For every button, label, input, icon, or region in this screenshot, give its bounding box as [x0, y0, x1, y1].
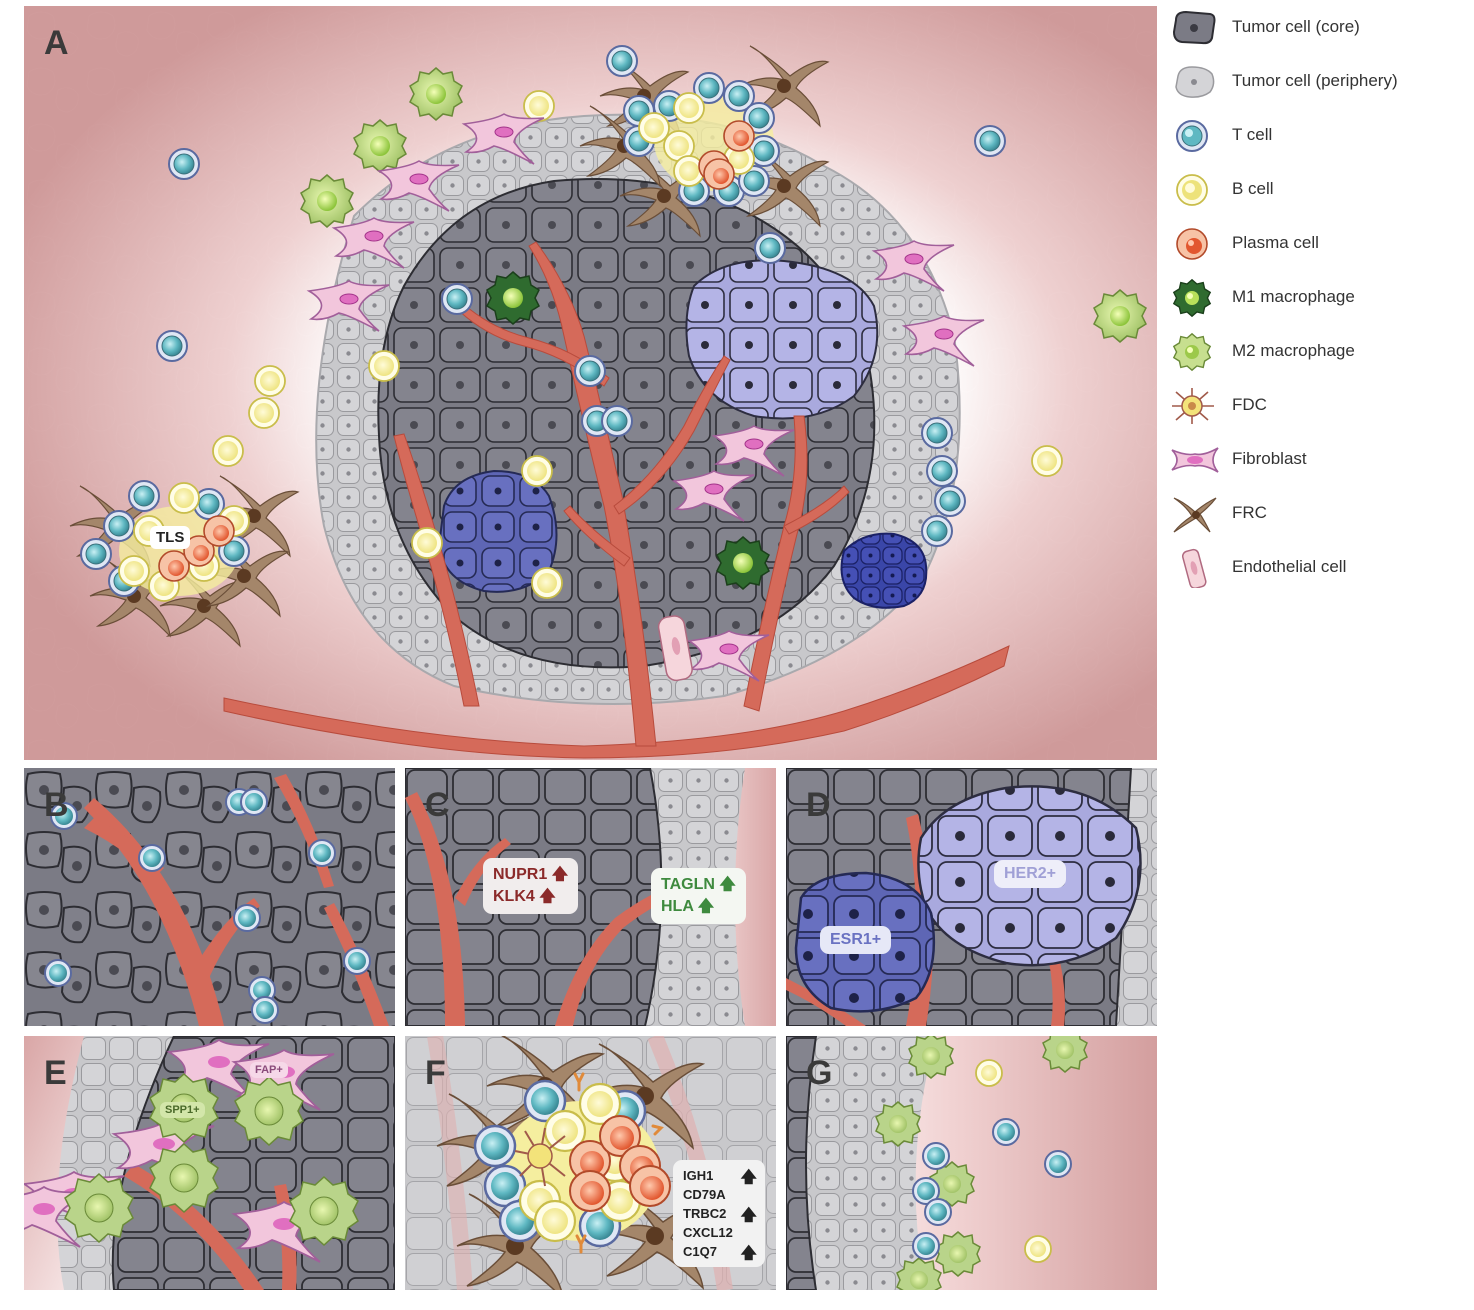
panel-e-label: E [44, 1054, 67, 1092]
legend-item-endothelial-cell: Endothelial cell [1170, 548, 1470, 588]
panel-a-label: A [44, 24, 69, 62]
periphery-gene-callout: TAGLN 🡅 HLA 🡅 [651, 868, 746, 924]
immune-gene-callout: IGH1 CD79A TRBC2 CXCL12 C1Q7 🡅 🡅 🡅 [673, 1160, 765, 1267]
panel-f: F IGH1 CD79A TRBC2 CXCL12 C1Q7 🡅 🡅 🡅 [405, 1036, 776, 1290]
panel-g: G [786, 1036, 1157, 1290]
legend-item-tumor-periphery: Tumor cell (periphery) [1170, 62, 1470, 102]
immune-gene-label: TRBC2 [683, 1206, 727, 1221]
legend-label: FDC [1232, 395, 1267, 414]
tls-label: TLS [150, 526, 191, 549]
legend-item-frc: FRC [1170, 494, 1470, 534]
legend-item-t-cell: T cell [1170, 116, 1470, 156]
m1-macrophage-icon [1172, 278, 1212, 318]
legend-label: M1 macrophage [1232, 287, 1355, 306]
legend-label: T cell [1232, 125, 1273, 144]
panel-b-label: B [44, 786, 69, 824]
legend-label: M2 macrophage [1232, 341, 1355, 360]
legend-item-m2-macrophage: M2 macrophage [1170, 332, 1470, 372]
panel-g-label: G [806, 1054, 833, 1092]
panel-d-label: D [806, 786, 831, 824]
tumor-core-cell-icon [1172, 10, 1216, 45]
legend-label: Fibroblast [1232, 449, 1307, 468]
panel-c: C NUPR1 🡅 KLK4 🡅 TAGLN 🡅 HLA 🡅 [405, 768, 776, 1026]
panel-a: A TLS [24, 6, 1157, 760]
plasma-cell-icon [1176, 228, 1208, 260]
panel-g-illustration [786, 1036, 1157, 1290]
up-arrow-icon: 🡅 [740, 1245, 757, 1262]
legend-item-m1-macrophage: M1 macrophage [1170, 278, 1470, 318]
up-arrow-icon: 🡅 [551, 866, 569, 883]
fibroblast-icon [1171, 447, 1219, 473]
legend-item-tumor-core: Tumor cell (core) [1170, 8, 1470, 48]
up-arrow-icon: 🡅 [740, 1207, 757, 1224]
legend-item-fdc: FDC [1170, 386, 1470, 426]
up-arrow-icon: 🡅 [740, 1169, 757, 1186]
t-cell-icon [1176, 120, 1208, 152]
legend-item-b-cell: B cell [1170, 170, 1470, 210]
fap-fibroblast-label: FAP+ [250, 1062, 288, 1078]
core-gene-row: KLK4 🡅 [493, 886, 568, 908]
core-gene-label: NUPR1 [493, 866, 548, 883]
panel-b-illustration [24, 768, 395, 1026]
legend-label: FRC [1232, 503, 1267, 522]
panel-d: D ESR1+ HER2+ [786, 768, 1157, 1026]
frc-icon [1173, 497, 1217, 533]
immune-gene-label: IGH1 [683, 1168, 714, 1183]
periphery-gene-label: TAGLN [661, 876, 715, 893]
spp1-macrophage-label: SPP1+ [160, 1102, 205, 1118]
immune-gene-label: CXCL12 [683, 1225, 733, 1240]
periphery-gene-label: HLA [661, 898, 694, 915]
panel-b: B [24, 768, 395, 1026]
periphery-gene-row: TAGLN 🡅 [661, 874, 736, 896]
periphery-gene-row: HLA 🡅 [661, 896, 736, 918]
panel-a-illustration [24, 6, 1157, 760]
panel-e-illustration [24, 1036, 395, 1290]
panel-f-label: F [425, 1054, 446, 1092]
legend-item-plasma-cell: Plasma cell [1170, 224, 1470, 264]
panel-e: E FAP+ SPP1+ [24, 1036, 395, 1290]
up-arrow-icon: 🡅 [539, 888, 556, 905]
legend-label: Endothelial cell [1232, 557, 1347, 576]
her2-subclone-label: HER2+ [994, 860, 1067, 888]
up-arrow-icon: 🡅 [697, 898, 715, 915]
legend-label: Plasma cell [1232, 233, 1319, 252]
legend-item-fibroblast: Fibroblast [1170, 440, 1470, 480]
panel-d-illustration [786, 768, 1157, 1026]
esr1-subclone-label: ESR1+ [820, 926, 892, 954]
legend-label: Tumor cell (periphery) [1232, 71, 1398, 90]
panel-c-label: C [425, 786, 450, 824]
endothelial-cell-icon [1181, 548, 1207, 588]
immune-gene-label: C1Q7 [683, 1244, 717, 1259]
fdc-icon [1172, 388, 1214, 424]
legend-label: Tumor cell (core) [1232, 17, 1360, 36]
tumor-periphery-cell-icon [1175, 66, 1215, 98]
b-cell-icon [1176, 174, 1208, 206]
core-gene-label: KLK4 [493, 888, 535, 905]
immune-gene-label: CD79A [683, 1187, 726, 1202]
core-gene-callout: NUPR1 🡅 KLK4 🡅 [483, 858, 579, 914]
legend-label: B cell [1232, 179, 1274, 198]
m2-macrophage-icon [1172, 332, 1212, 372]
core-gene-row: NUPR1 🡅 [493, 864, 568, 886]
up-arrow-icon: 🡅 [719, 876, 736, 893]
